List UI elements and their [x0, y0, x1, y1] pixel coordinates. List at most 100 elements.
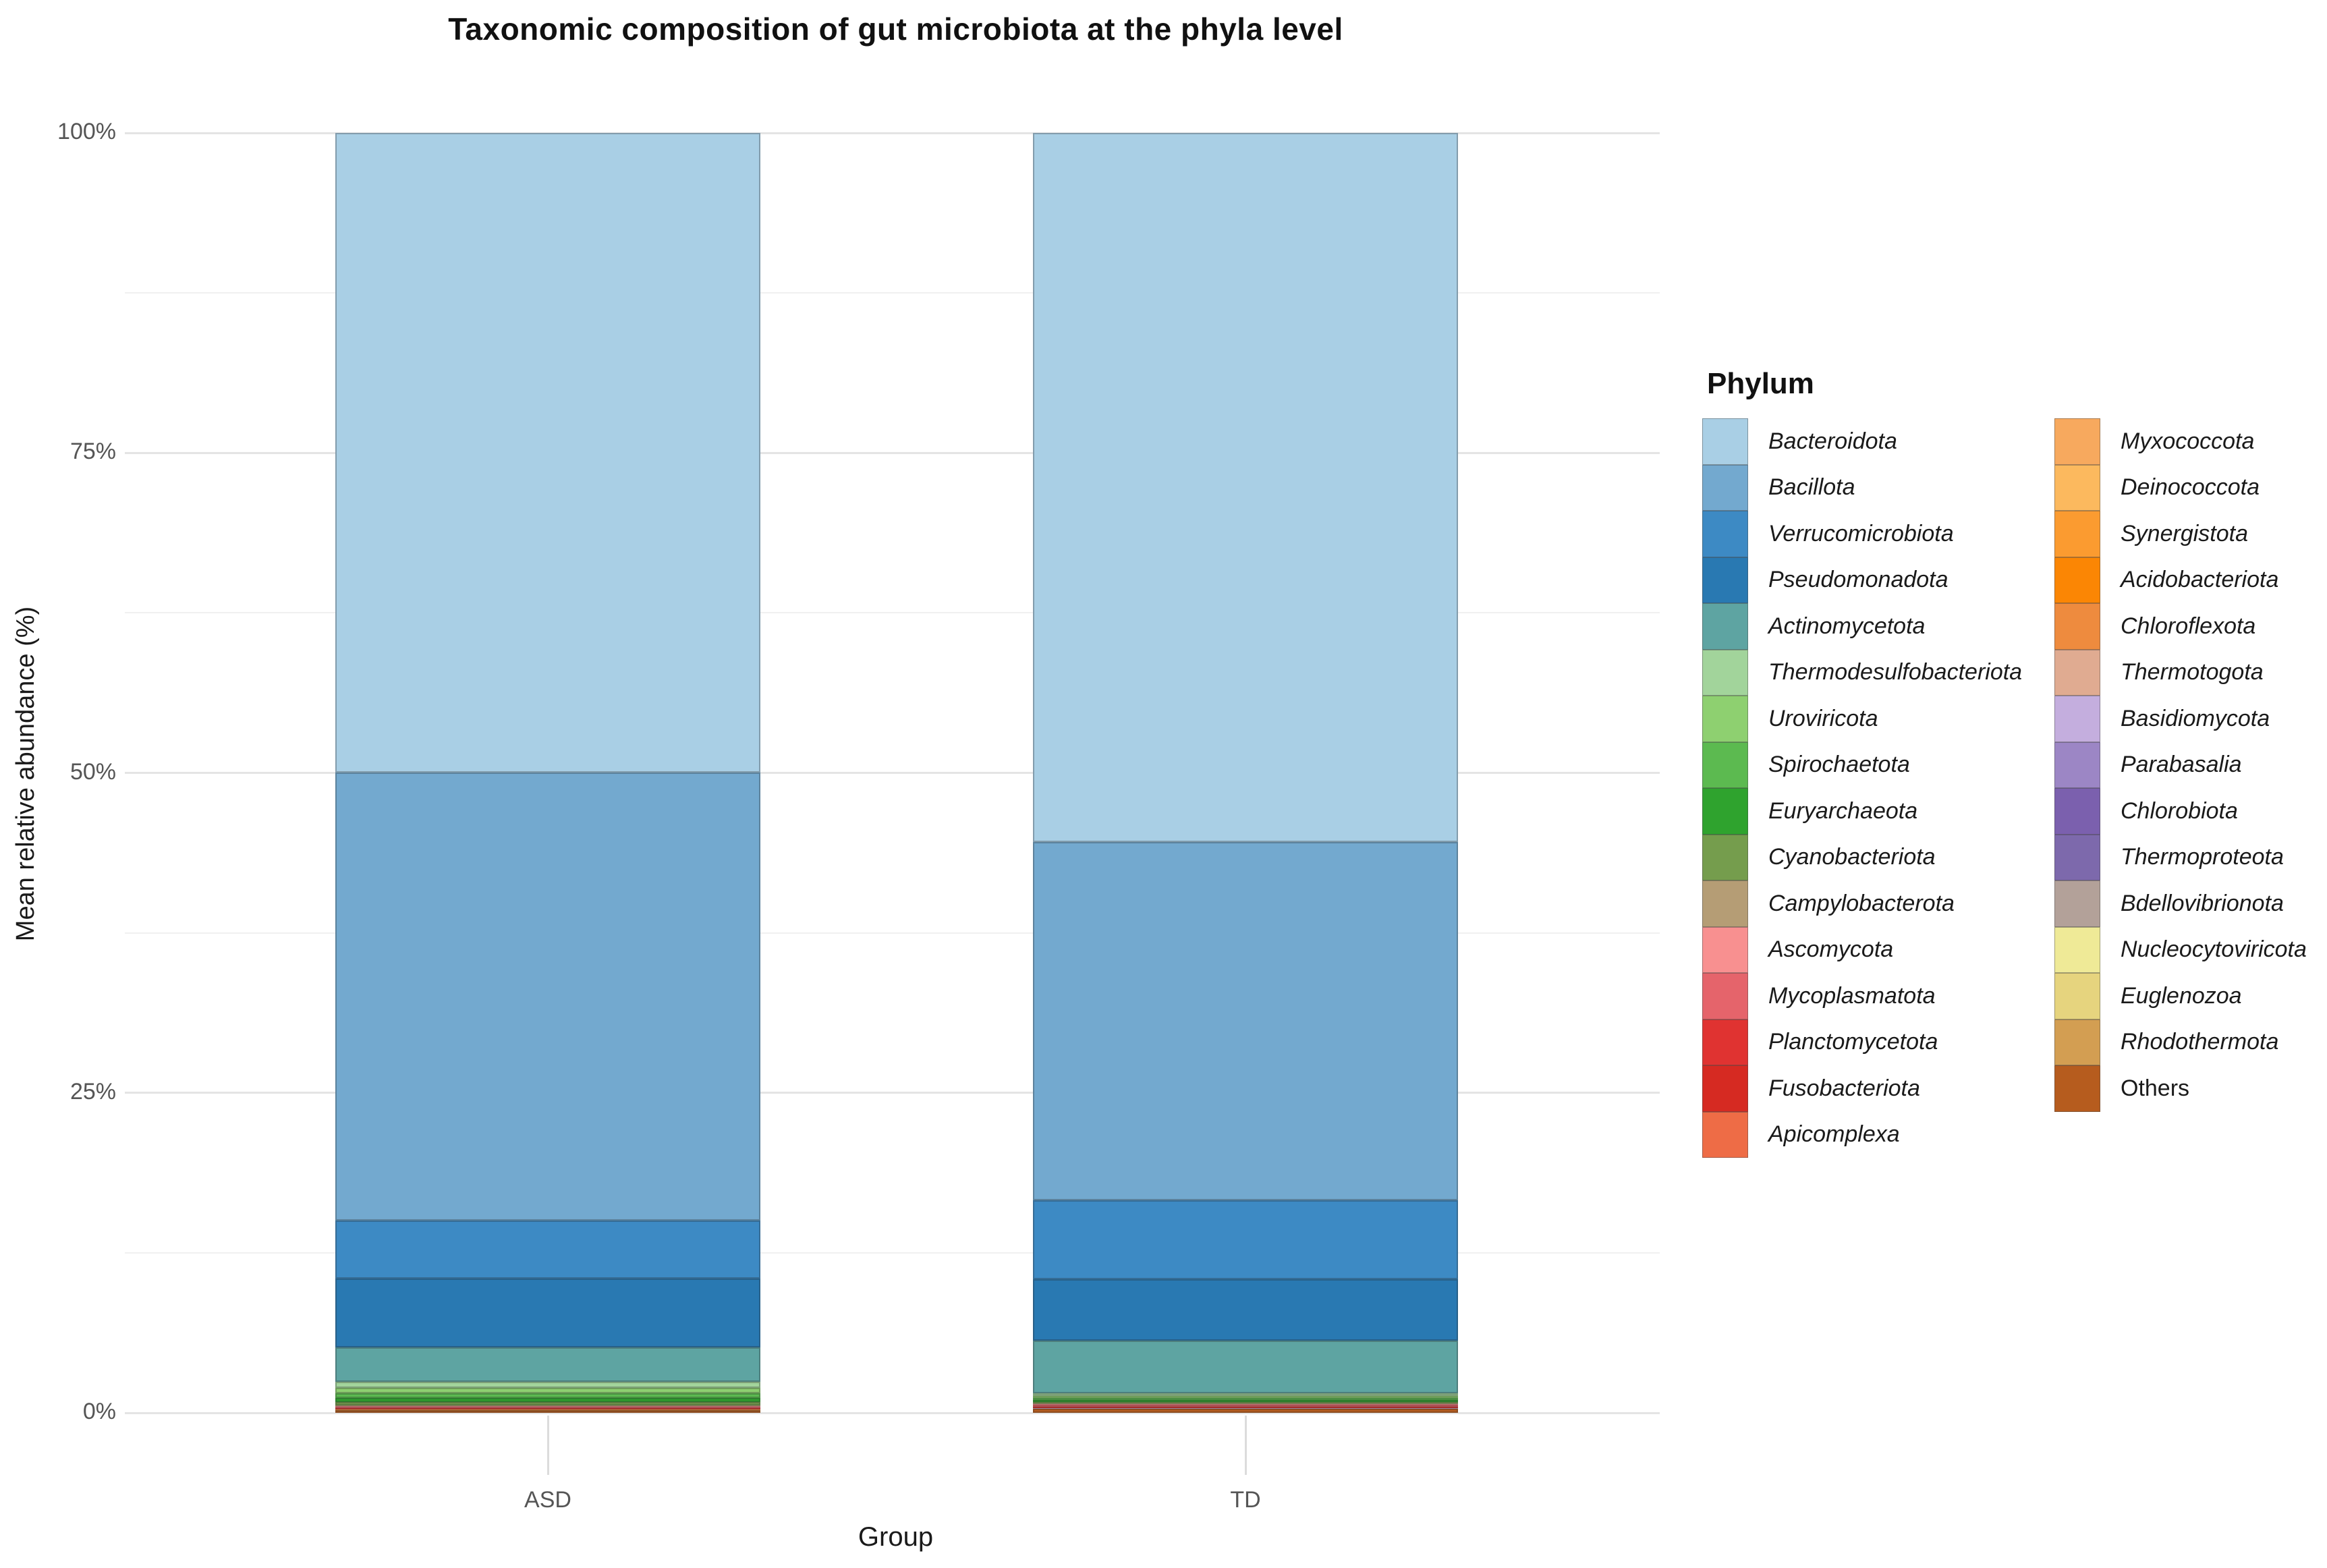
legend-swatch: [1702, 788, 1748, 835]
legend-label: Acidobacteriota: [2121, 567, 2279, 593]
legend-swatch: [2054, 973, 2100, 1019]
legend-swatch: [1702, 926, 1748, 973]
legend-swatch: [2054, 511, 2100, 557]
legend-label: Thermoproteota: [2121, 844, 2284, 870]
legend-label: Actinomycetota: [1768, 613, 1926, 639]
legend-item-campylobacterota: Campylobacterota: [1702, 880, 2022, 927]
bar-segment-cyanobacteriota: [1033, 1401, 1458, 1404]
bar-segment-actinomycetota: [1033, 1341, 1458, 1394]
x-tick-mark: [546, 1416, 549, 1475]
legend-item-fusobacteriota: Fusobacteriota: [1702, 1065, 2022, 1112]
minor-gridline: [125, 1252, 1660, 1254]
major-gridline: [125, 451, 1660, 454]
major-gridline: [125, 1092, 1660, 1094]
minor-gridline: [125, 292, 1660, 294]
major-gridline: [125, 132, 1660, 134]
legend-item-thermotogota: Thermotogota: [2054, 649, 2307, 696]
legend-swatch: [1702, 1065, 1748, 1112]
bar-segment-planctomycetota: [335, 1407, 760, 1409]
legend-item-spirochaetota: Spirochaetota: [1702, 741, 2022, 788]
legend-column-2: Myxococcota Deinococcota Synergistota Acido…: [2054, 418, 2307, 1112]
legend-item-thermoproteota: Thermoproteota: [2054, 834, 2307, 880]
legend-item-bdellovibrionota: Bdellovibrionota: [2054, 880, 2307, 927]
bar-segment-ascomycota: [1033, 1404, 1458, 1405]
y-tick-label: 50%: [69, 758, 116, 785]
legend-item-nucleocytoviricota: Nucleocytoviricota: [2054, 926, 2307, 973]
y-tick-label: 25%: [69, 1078, 116, 1104]
major-gridline: [125, 1411, 1660, 1414]
legend-label: Uroviricota: [1768, 705, 1878, 731]
legend-label: Verrucomicrobiota: [1768, 520, 1954, 547]
legend-swatch: [1702, 696, 1748, 742]
bar-segment-others: [1033, 1408, 1458, 1413]
legend-swatch: [1702, 603, 1748, 650]
legend-item-chloroflexota: Chloroflexota: [2054, 603, 2307, 650]
legend-swatch: [2054, 880, 2100, 927]
legend-label: Apicomplexa: [1768, 1121, 1900, 1148]
bar-segment-spirochaetota: [1033, 1398, 1458, 1401]
legend-swatch: [1702, 880, 1748, 927]
bar-segment-actinomycetota: [335, 1347, 760, 1382]
y-tick-label: 0%: [82, 1399, 116, 1424]
bar-segment-campylobacterota: [1033, 1403, 1458, 1405]
legend-swatch: [2054, 649, 2100, 696]
legend-label: Chloroflexota: [2121, 613, 2256, 639]
x-tick-label-asd: ASD: [524, 1487, 571, 1513]
x-axis-title: Group: [858, 1522, 934, 1552]
legend-item-acidobacteriota: Acidobacteriota: [2054, 557, 2307, 603]
legend-swatch: [1702, 1111, 1748, 1158]
legend-swatch: [2054, 926, 2100, 973]
legend-swatch: [2054, 788, 2100, 835]
legend-label: Campylobacterota: [1768, 890, 1955, 916]
legend-item-thermodesulfobacteriota: Thermodesulfobacteriota: [1702, 649, 2023, 696]
bar-segment-bacillota: [335, 773, 760, 1221]
legend-swatch: [2054, 834, 2100, 880]
stacked-bar-asd: [335, 133, 760, 1413]
bar-segment-thermodesulfobacteriota: [1033, 1393, 1458, 1396]
bar-segment-others: [335, 1410, 760, 1413]
minor-gridline: [125, 612, 1660, 614]
legend-swatch: [1702, 511, 1748, 557]
legend-column-1: Bacteroidota Bacillota Verrucomicrobiota Ps…: [1702, 418, 2022, 1158]
legend-swatch: [2054, 418, 2100, 465]
legend-swatch: [1702, 418, 1748, 465]
legend-item-euglenozoa: Euglenozoa: [2054, 973, 2307, 1019]
legend-item-deinococcota: Deinococcota: [2054, 464, 2307, 511]
legend-swatch: [2054, 696, 2100, 742]
legend-label: Bacteroidota: [1768, 428, 1897, 454]
stacked-bar-td: [1033, 133, 1458, 1413]
legend-label: Nucleocytoviricota: [2121, 936, 2307, 963]
bar-segment-bacteroidota: [1033, 133, 1458, 842]
bar-segment-pseudomonadota: [335, 1278, 760, 1347]
bar-segment-thermodesulfobacteriota: [335, 1382, 760, 1388]
legend-item-chlorobiota: Chlorobiota: [2054, 788, 2307, 835]
legend-swatch: [2054, 1019, 2100, 1065]
legend-label: Pseudomonadota: [1768, 567, 1948, 593]
legend-item-cyanobacteriota: Cyanobacteriota: [1702, 834, 2022, 880]
legend-label: Euglenozoa: [2121, 982, 2242, 1009]
legend-item-actinomycetota: Actinomycetota: [1702, 603, 2022, 650]
bar-segment-ascomycota: [335, 1406, 760, 1407]
bar-segment-bacillota: [1033, 841, 1458, 1200]
bar-segment-apicomplexa: [1033, 1407, 1458, 1409]
bar-segment-campylobacterota: [335, 1405, 760, 1407]
legend-label: Spirochaetota: [1768, 752, 1910, 778]
legend-label: Deinococcota: [2121, 474, 2260, 501]
bar-segment-uroviricota: [1033, 1395, 1458, 1399]
legend-swatch: [1702, 1019, 1748, 1065]
legend-item-basidiomycota: Basidiomycota: [2054, 696, 2307, 742]
chart-title: Taxonomic composition of gut microbiota …: [448, 11, 1343, 47]
legend-swatch: [1702, 464, 1748, 511]
legend-swatch: [1702, 741, 1748, 788]
legend-label: Fusobacteriota: [1768, 1075, 1920, 1101]
legend-label: Thermodesulfobacteriota: [1768, 659, 2023, 685]
bar-segment-bacteroidota: [335, 133, 760, 773]
legend-title: Phylum: [1707, 367, 1814, 400]
legend-label: Others: [2121, 1075, 2190, 1101]
bar-segment-cyanobacteriota: [335, 1402, 760, 1405]
legend-swatch: [2054, 557, 2100, 603]
legend-swatch: [2054, 1065, 2100, 1112]
legend-swatch: [1702, 649, 1748, 696]
bar-segment-mycoplasmatota: [1033, 1405, 1458, 1407]
